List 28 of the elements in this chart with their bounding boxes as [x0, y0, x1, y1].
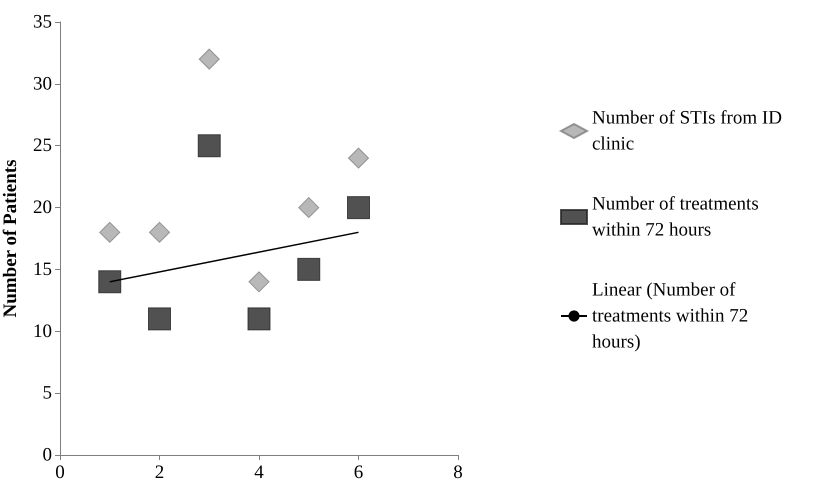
- point: [148, 307, 171, 330]
- point: [248, 307, 270, 330]
- point: [297, 258, 320, 281]
- point: [149, 222, 170, 243]
- legend-label: Linear (Number of treatments within 72 hours): [592, 280, 753, 352]
- point: [248, 271, 270, 292]
- y-tick-label: 5: [42, 382, 52, 404]
- x-tick-label: 2: [154, 462, 164, 483]
- x-tick-label: 4: [254, 462, 264, 483]
- y-axis-title: Number of Patients: [0, 160, 21, 318]
- y-tick-label: 15: [33, 258, 52, 280]
- point: [348, 148, 369, 169]
- y-tick-label: 30: [33, 73, 52, 94]
- y-tick-label: 0: [42, 444, 52, 466]
- point: [198, 48, 220, 70]
- point: [347, 196, 370, 220]
- y-tick-label: 10: [33, 320, 52, 342]
- point: [298, 197, 320, 218]
- point: [98, 270, 122, 294]
- y-tick-label: 20: [33, 197, 52, 218]
- legend-label: Number of treatments within 72 hours: [592, 194, 764, 240]
- legend-label: Number of STIs from ID clinic: [592, 108, 787, 154]
- x-tick-label: 6: [354, 462, 364, 483]
- y-tick-label: 25: [33, 135, 52, 156]
- x-tick-label: 8: [453, 462, 463, 483]
- y-tick-label: 35: [33, 12, 52, 32]
- point: [198, 134, 221, 158]
- point: [99, 222, 120, 243]
